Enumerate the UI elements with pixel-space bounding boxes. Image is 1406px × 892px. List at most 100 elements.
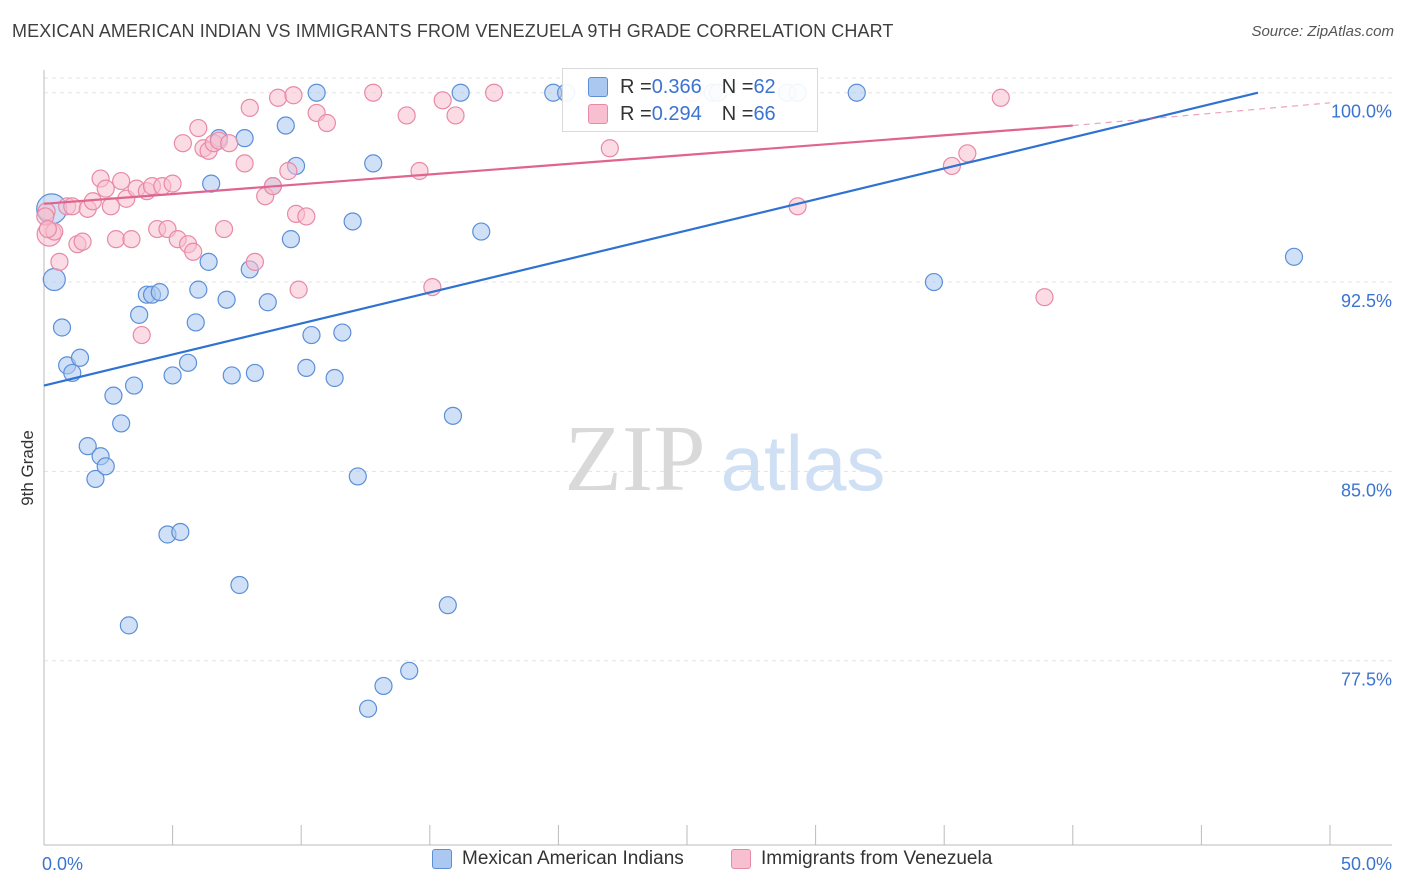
x-tick-label: 50.0% xyxy=(1341,854,1392,874)
point-mexican-american-indians xyxy=(307,83,326,102)
series2-swatch xyxy=(588,104,608,124)
tick-labels: 77.5% 85.0% 92.5% 100.0% 0.0% 50.0% xyxy=(42,102,1392,874)
point-immigrants-venezuela xyxy=(132,325,151,345)
stats-row-series1: R = 0.366 N = 62 xyxy=(563,73,776,101)
point-mexican-american-indians xyxy=(119,616,138,635)
point-mexican-american-indians xyxy=(199,252,218,271)
r-label: R = xyxy=(620,102,652,125)
point-immigrants-venezuela xyxy=(364,83,383,102)
point-mexican-american-indians xyxy=(1284,247,1304,266)
point-mexican-american-indians xyxy=(86,469,105,489)
point-mexican-american-indians xyxy=(96,457,115,476)
point-mexican-american-indians xyxy=(348,467,367,486)
point-immigrants-venezuela xyxy=(397,106,416,125)
point-mexican-american-indians xyxy=(52,318,72,337)
legend-swatch-pink xyxy=(731,849,751,869)
point-immigrants-venezuela xyxy=(279,161,298,181)
point-immigrants-venezuela xyxy=(485,83,504,102)
point-mexican-american-indians xyxy=(230,575,249,595)
point-immigrants-venezuela xyxy=(214,219,234,239)
point-immigrants-venezuela xyxy=(433,91,452,110)
point-mexican-american-indians xyxy=(297,358,316,377)
trend-line-pink xyxy=(43,124,1073,205)
point-mexican-american-indians xyxy=(847,83,866,102)
n-value: 66 xyxy=(753,102,776,125)
legend-swatch-blue xyxy=(432,849,452,869)
legend-item-series2[interactable]: Immigrants from Venezuela xyxy=(731,848,992,870)
point-immigrants-venezuela xyxy=(106,230,126,249)
legend-item-series1[interactable]: Mexican American Indians xyxy=(432,848,684,870)
point-immigrants-venezuela xyxy=(991,88,1010,107)
point-mexican-american-indians xyxy=(186,313,205,332)
legend-label: Immigrants from Venezuela xyxy=(761,848,993,869)
point-mexican-american-indians xyxy=(235,129,254,148)
y-tick-label: 85.0% xyxy=(1341,480,1392,500)
n-label: N = xyxy=(721,102,754,125)
point-immigrants-venezuela xyxy=(96,179,115,198)
point-mexican-american-indians xyxy=(189,280,208,299)
point-immigrants-venezuela xyxy=(600,139,619,158)
r-value: 0.366 xyxy=(651,75,702,98)
point-immigrants-venezuela xyxy=(73,232,92,251)
point-mexican-american-indians xyxy=(171,522,190,542)
chart-title: MEXICAN AMERICAN INDIAN VS IMMIGRANTS FR… xyxy=(12,21,894,41)
point-mexican-american-indians xyxy=(374,676,393,696)
r-value: 0.294 xyxy=(651,102,702,125)
point-mexican-american-indians xyxy=(163,366,182,385)
point-immigrants-venezuela xyxy=(958,144,977,163)
point-mexican-american-indians xyxy=(217,290,236,309)
trend-lines xyxy=(43,91,1331,387)
point-immigrants-venezuela xyxy=(240,98,259,117)
point-immigrants-venezuela xyxy=(189,118,208,138)
y-tick-label: 100.0% xyxy=(1331,102,1392,122)
point-immigrants-venezuela xyxy=(173,134,192,153)
point-mexican-american-indians xyxy=(281,230,301,249)
n-label: N = xyxy=(721,75,754,98)
data-points xyxy=(36,83,1304,718)
point-immigrants-venezuela xyxy=(297,207,316,226)
point-mexican-american-indians xyxy=(400,661,419,680)
n-value: 62 xyxy=(753,75,776,98)
point-mexican-american-indians xyxy=(42,267,66,292)
point-immigrants-venezuela xyxy=(245,252,265,271)
point-mexican-american-indians xyxy=(438,596,457,615)
point-immigrants-venezuela xyxy=(112,171,131,191)
point-mexican-american-indians xyxy=(150,283,169,302)
point-mexican-american-indians xyxy=(302,325,321,345)
watermark-zip: ZIP xyxy=(565,407,706,511)
point-immigrants-venezuela xyxy=(122,230,141,249)
point-mexican-american-indians xyxy=(276,116,295,135)
point-immigrants-venezuela xyxy=(446,106,465,125)
point-immigrants-venezuela xyxy=(1035,288,1054,307)
point-mexican-american-indians xyxy=(325,368,344,388)
point-immigrants-venezuela xyxy=(410,161,429,181)
point-immigrants-venezuela xyxy=(38,219,57,239)
bottom-legend: Mexican American Indians Immigrants from… xyxy=(0,848,1406,880)
point-mexican-american-indians xyxy=(78,437,97,456)
point-immigrants-venezuela xyxy=(235,154,254,173)
x-tick-label: 0.0% xyxy=(42,854,83,874)
point-mexican-american-indians xyxy=(178,353,198,372)
point-immigrants-venezuela xyxy=(268,88,288,107)
point-mexican-american-indians xyxy=(924,272,944,292)
series1-swatch xyxy=(588,77,608,97)
point-mexican-american-indians xyxy=(472,222,491,241)
stats-row-series2: R = 0.294 N = 66 xyxy=(563,100,776,128)
point-immigrants-venezuela xyxy=(317,113,337,133)
r-label: R = xyxy=(620,75,652,98)
y-tick-label: 92.5% xyxy=(1341,291,1392,311)
point-mexican-american-indians xyxy=(112,414,131,433)
point-immigrants-venezuela xyxy=(184,242,203,261)
point-immigrants-venezuela xyxy=(284,86,303,105)
point-immigrants-venezuela xyxy=(289,280,308,299)
point-immigrants-venezuela xyxy=(163,174,182,193)
point-mexican-american-indians xyxy=(130,305,149,324)
y-tick-label: 77.5% xyxy=(1341,670,1392,690)
point-mexican-american-indians xyxy=(70,348,90,367)
point-immigrants-venezuela xyxy=(50,252,69,271)
point-mexican-american-indians xyxy=(358,699,378,718)
point-mexican-american-indians xyxy=(258,293,277,312)
point-mexican-american-indians xyxy=(364,154,383,173)
point-mexican-american-indians xyxy=(333,323,352,342)
